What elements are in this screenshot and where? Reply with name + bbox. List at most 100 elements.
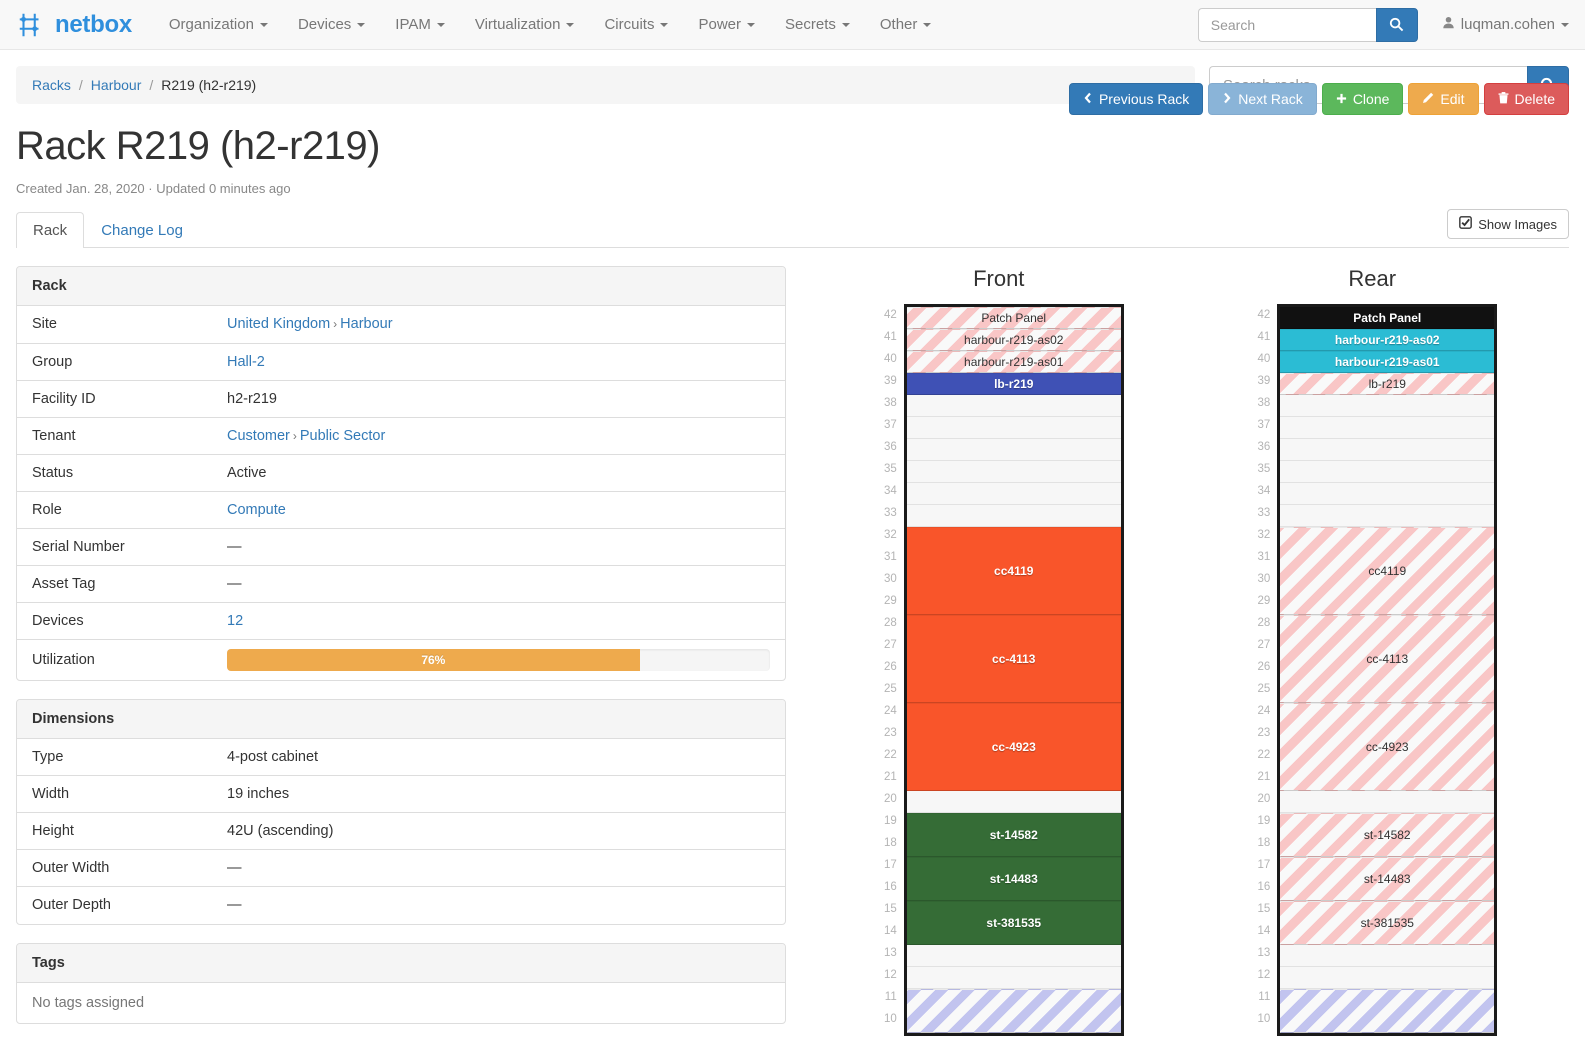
rack-device[interactable]: harbour-r219-as01 [906, 351, 1121, 373]
rack-device[interactable]: cc-4923 [1280, 703, 1495, 791]
nav-item-circuits[interactable]: Circuits [589, 0, 683, 50]
rack-device-label: st-14483 [1363, 872, 1411, 886]
delete-label: Delete [1514, 91, 1555, 107]
rack-unit-slot[interactable] [1280, 967, 1495, 989]
rack-device[interactable]: st-381535 [906, 901, 1121, 945]
rack-unit-labels: 42 41 40 39 38 37 36 35 34 33 32 31 30 29 28 27 26 25 24 23… [874, 304, 904, 1030]
chevron-down-icon [357, 22, 366, 27]
rack-attr-link-child[interactable]: Harbour [340, 316, 393, 333]
rack-device[interactable]: cc-4923 [906, 703, 1121, 791]
rack-device[interactable] [906, 989, 1121, 1033]
rack-device[interactable]: cc-4113 [906, 615, 1121, 703]
table-row: Serial Number — [17, 528, 785, 565]
table-row: Devices 12 [17, 602, 785, 639]
rack-unit-slot[interactable] [906, 945, 1121, 967]
rack-device[interactable]: harbour-r219-as02 [1280, 329, 1495, 351]
rack-device[interactable] [1280, 989, 1495, 1033]
utilization-progress-bar: 76% [227, 648, 640, 671]
rack-unit-label: 26 [883, 661, 897, 673]
rack-attr-link-parent[interactable]: United Kingdom [227, 316, 331, 333]
plus-icon [1336, 91, 1347, 107]
rack-unit-slot[interactable] [906, 791, 1121, 813]
rack-unit-slot[interactable] [906, 395, 1121, 417]
rack-device[interactable]: lb-r219 [1280, 373, 1495, 395]
rack-device[interactable]: Patch Panel [1280, 307, 1495, 329]
global-search-input[interactable] [1197, 7, 1376, 42]
rack-unit-slot[interactable] [906, 439, 1121, 461]
delete-button[interactable]: Delete [1483, 83, 1569, 115]
rack-unit-label: 12 [1257, 969, 1271, 981]
rack-attr-link-parent[interactable]: Customer [227, 427, 290, 444]
edit-button[interactable]: Edit [1408, 83, 1479, 115]
rack-unit-slot[interactable] [1280, 945, 1495, 967]
rack-attr-link[interactable]: Compute [227, 501, 286, 518]
next-rack-button[interactable]: Next Rack [1208, 83, 1317, 115]
rack-device[interactable]: cc-4113 [1280, 615, 1495, 703]
rack-device[interactable]: lb-r219 [906, 373, 1121, 395]
global-search-button[interactable] [1375, 7, 1418, 42]
tab-rack[interactable]: Rack [16, 212, 85, 248]
nav-item-ipam[interactable]: IPAM [380, 0, 460, 50]
previous-rack-button[interactable]: Previous Rack [1068, 83, 1204, 115]
nav-item-devices[interactable]: Devices [283, 0, 380, 50]
nav-item-other[interactable]: Other [865, 0, 947, 50]
rack-unit-slot[interactable] [906, 967, 1121, 989]
rack-device[interactable]: harbour-r219-as01 [1280, 351, 1495, 373]
rack-unit-label: 18 [1257, 837, 1271, 849]
rack-device[interactable]: st-14483 [906, 857, 1121, 901]
rack-device[interactable]: st-14483 [1280, 857, 1495, 901]
dimension-attr-value: — [227, 897, 242, 914]
tab-change-log[interactable]: Change Log [101, 222, 183, 239]
rack-device[interactable]: harbour-r219-as02 [906, 329, 1121, 351]
rack-attr-link-child[interactable]: Public Sector [299, 427, 386, 444]
rack-elevations: Front 42 41 40 39 38 37 36 35 34 33 32 31 30 29 28 27 26 2… [802, 266, 1569, 1042]
show-images-button[interactable]: Show Images [1447, 209, 1569, 239]
main-area: Rack Site United Kingdom › Harbour Group Hall… [16, 266, 1569, 1042]
rack-attr-value: — [227, 575, 242, 592]
user-icon [1442, 16, 1455, 33]
rack-unit-slot[interactable] [1280, 505, 1495, 527]
brand-name: netbox [55, 10, 132, 38]
breadcrumb-separator: / [149, 77, 154, 93]
clone-button[interactable]: Clone [1321, 83, 1404, 115]
rack-device[interactable]: Patch Panel [906, 307, 1121, 329]
rack-unit-slot[interactable] [906, 505, 1121, 527]
rack-unit-slot[interactable] [906, 417, 1121, 439]
nav-item-power[interactable]: Power [683, 0, 770, 50]
nav-item-virtualization[interactable]: Virtualization [460, 0, 590, 50]
rack-device[interactable]: st-14582 [1280, 813, 1495, 857]
rack-device[interactable]: st-14582 [906, 813, 1121, 857]
dimension-attr-label: Outer Width [32, 860, 110, 876]
rack-attr-link[interactable]: Hall-2 [227, 353, 265, 370]
rack-unit-slot[interactable] [1280, 417, 1495, 439]
rack-unit-slot[interactable] [906, 461, 1121, 483]
action-buttons: Previous Rack Next Rack Clone Edit [1068, 83, 1569, 115]
rack-unit-slot[interactable] [1280, 439, 1495, 461]
nav-item-organization[interactable]: Organization [154, 0, 283, 50]
tags-panel-heading: Tags [17, 943, 785, 983]
rack-device[interactable]: cc4119 [906, 527, 1121, 615]
rack-device-label: cc-4113 [992, 652, 1036, 666]
rack-unit-label: 11 [884, 991, 897, 1003]
breadcrumb-item-racks[interactable]: Racks [32, 77, 71, 93]
rack-unit-slot[interactable] [1280, 791, 1495, 813]
rack-device[interactable]: cc4119 [1280, 527, 1495, 615]
rack-unit-slot[interactable] [1280, 483, 1495, 505]
rack-unit-slot[interactable] [906, 483, 1121, 505]
primary-nav: Organization Devices IPAM Virtualization… [154, 0, 947, 50]
rack-attr-link[interactable]: 12 [227, 612, 244, 629]
user-menu[interactable]: luqman.cohen [1442, 16, 1569, 33]
rack-unit-slot[interactable] [1280, 461, 1495, 483]
rack-attr-value: United Kingdom › Harbour [212, 306, 785, 343]
rack-attr-label: Role [32, 501, 62, 518]
rack-unit-label: 20 [1257, 793, 1271, 805]
rack-unit-slot[interactable] [1280, 395, 1495, 417]
breadcrumb-item-harbour[interactable]: Harbour [90, 77, 142, 93]
rack-unit-label: 29 [883, 595, 897, 607]
rack-device[interactable]: st-381535 [1280, 901, 1495, 945]
rack-unit-label: 26 [1257, 661, 1271, 673]
nav-item-label: Virtualization [474, 16, 561, 33]
nav-item-secrets[interactable]: Secrets [770, 0, 865, 50]
brand-logo-link[interactable]: netbox [16, 10, 132, 40]
rack-device-label: cc-4923 [991, 740, 1036, 754]
